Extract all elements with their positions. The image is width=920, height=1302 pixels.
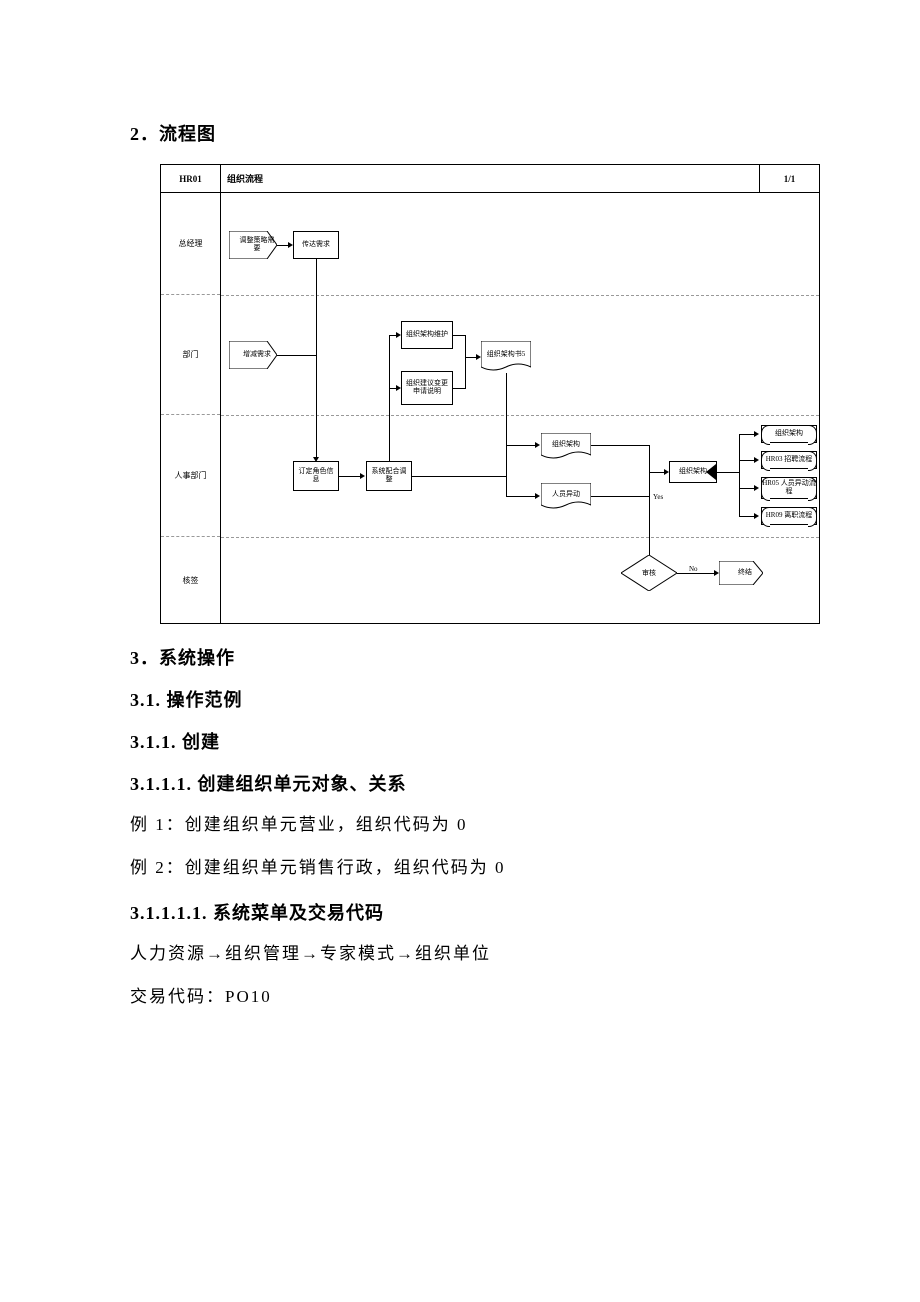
flowchart-canvas: 调整策略需要 传达需求 增减需求 组织架构维护 组织建议变更申请说明 组织架构书… [221,193,819,624]
node-input-1: 调整策略需要 [229,231,277,259]
flowchart-lane-labels: 总经理 部门 人事部门 核签 [161,193,221,624]
node-diamond: 审核 [621,555,677,591]
node-box-7: 订定角色信息 [293,461,339,491]
node-box-5: 组织建议变更申请说明 [401,371,453,405]
lane-separator [221,537,819,538]
node-box-8: 系统配合调整 [366,461,412,491]
flowchart: HR01 组织流程 1/1 总经理 部门 人事部门 核签 调整策略需要 传达需求 [160,164,820,624]
heading-flowchart: 2．流程图 [130,120,790,146]
flowchart-title: 组织流程 [221,165,759,192]
flowchart-code: HR01 [161,165,221,192]
label-no: No [689,565,698,573]
triangle-icon [706,464,716,480]
node-terminator: 终结 [719,561,763,585]
lane-separator [221,415,819,416]
heading-create: 3.1.1. 创建 [130,728,790,754]
heading-sysop: 3．系统操作 [130,644,790,670]
node-box-2: 传达需求 [293,231,339,259]
node-proc-4: HR09 离职流程 [761,507,817,525]
heading-create-org: 3.1.1.1. 创建组织单元对象、关系 [130,770,790,796]
transaction-code: 交易代码：PO10 [130,982,790,1013]
node-input-3: 增减需求 [229,341,277,369]
heading-menu: 3.1.1.1.1. 系统菜单及交易代码 [130,899,790,925]
example-1: 例 1：创建组织单元营业，组织代码为 0 [130,810,790,841]
flowchart-body: 总经理 部门 人事部门 核签 调整策略需要 传达需求 增减需求 组织架构维护 [161,193,819,624]
node-proc-3: HR05 人员异动流程 [761,477,817,499]
label-yes: Yes [653,493,663,501]
lane-label-3: 人事部门 [161,415,220,537]
lane-label-4: 核签 [161,537,220,624]
flowchart-header: HR01 组织流程 1/1 [161,165,819,193]
node-proc-1: 组织架构 [761,425,817,443]
node-proc-2: HR03 招聘流程 [761,451,817,469]
node-box-4: 组织架构维护 [401,321,453,349]
lane-label-1: 总经理 [161,193,220,295]
menu-path: 人力资源→组织管理→专家模式→组织单位 [130,939,790,970]
flowchart-page: 1/1 [759,165,819,192]
lane-label-2: 部门 [161,295,220,415]
node-doc-6: 组织架构书5 [481,341,531,373]
lane-separator [221,295,819,296]
node-doc-10: 人员异动 [541,483,591,511]
node-doc-9: 组织架构 [541,433,591,461]
heading-example: 3.1. 操作范例 [130,686,790,712]
example-2: 例 2：创建组织单元销售行政，组织代码为 0 [130,853,790,884]
